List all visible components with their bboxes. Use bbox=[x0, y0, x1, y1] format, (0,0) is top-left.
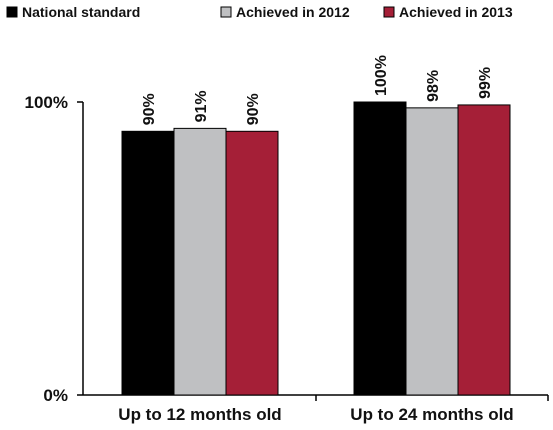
category-labels: Up to 12 months old Up to 24 months old bbox=[118, 405, 513, 424]
value-label: 90% bbox=[245, 93, 262, 125]
value-labels: 90% 91% 90% 100% 98% 99% bbox=[141, 55, 494, 125]
bar bbox=[225, 130, 279, 396]
value-label: 90% bbox=[141, 93, 158, 125]
x-category-label: Up to 12 months old bbox=[118, 405, 281, 424]
bar bbox=[353, 101, 407, 396]
legend-label: Achieved in 2013 bbox=[399, 4, 513, 20]
legend: National standard Achieved in 2012 Achieve… bbox=[6, 4, 513, 20]
bar bbox=[121, 130, 175, 396]
bar bbox=[173, 127, 227, 396]
x-category-label: Up to 24 months old bbox=[350, 405, 513, 424]
legend-label: National standard bbox=[22, 4, 140, 20]
value-label: 99% bbox=[477, 67, 494, 99]
bar bbox=[457, 104, 511, 396]
value-label: 98% bbox=[425, 70, 442, 102]
legend-swatch bbox=[6, 6, 18, 18]
y-tick-label: 100% bbox=[25, 93, 68, 112]
y-tick-label: 0% bbox=[43, 386, 68, 405]
bar bbox=[405, 107, 459, 396]
value-label: 100% bbox=[373, 55, 390, 96]
legend-swatch bbox=[220, 6, 232, 18]
legend-label: Achieved in 2012 bbox=[236, 4, 350, 20]
bars bbox=[121, 101, 511, 396]
legend-swatch bbox=[383, 6, 395, 18]
value-label: 91% bbox=[193, 90, 210, 122]
